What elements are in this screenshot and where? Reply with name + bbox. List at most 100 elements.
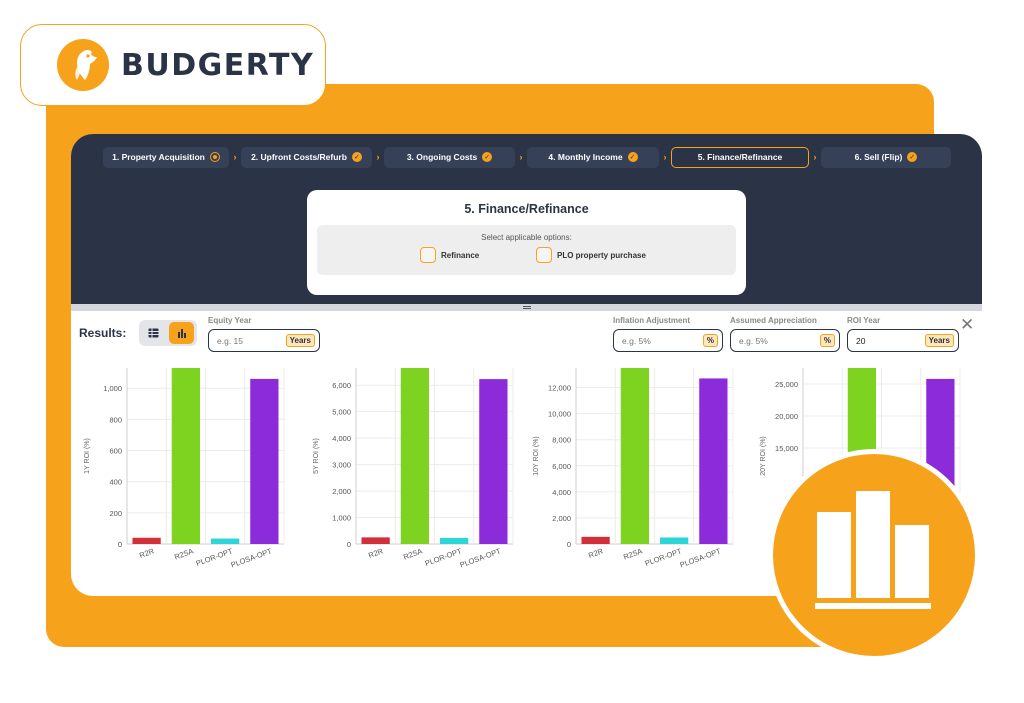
step-label: 3. Ongoing Costs <box>406 152 478 162</box>
y-tick-label: 2,000 <box>332 487 351 496</box>
chart-svg: 1Y ROI (%) 0 200 400 600 800 1,000 R2R R2SA PLOR-… <box>84 368 285 570</box>
refinance-checkbox[interactable] <box>420 247 436 263</box>
y-tick-label: 5,000 <box>332 408 351 417</box>
y-tick-label: 25,000 <box>775 380 798 389</box>
options-label: Select applicable options: <box>481 233 572 242</box>
y-tick-label: 6,000 <box>552 462 571 471</box>
wizard-header: 1. Property Acquisition › 2. Upfront Cos… <box>71 134 982 304</box>
x-tick-label: PLOSA-OPT <box>230 546 274 569</box>
inflation-input[interactable] <box>622 335 682 346</box>
x-tick-label: R2R <box>138 546 156 560</box>
check-circle-icon: ✓ <box>351 152 362 162</box>
y-tick-label: 0 <box>567 540 571 549</box>
roi-year-label: ROI Year <box>847 316 881 325</box>
step-label: 6. Sell (Flip) <box>854 152 903 162</box>
y-tick-label: 800 <box>109 415 122 424</box>
percent-suffix: % <box>702 334 718 347</box>
y-axis-label: 20Y ROI (%) <box>760 436 767 476</box>
equity-year-field: Equity Year Years <box>208 316 320 352</box>
y-tick-label: 0 <box>118 540 122 549</box>
inflation-label: Inflation Adjustment <box>613 316 691 325</box>
inflation-box: % <box>613 329 723 352</box>
chart-10y-roi: 10Y ROI (%) 0 2,000 4,000 6,000 8,000 10,000 12… <box>528 364 738 578</box>
roi-year-input[interactable] <box>856 335 916 346</box>
bar-plosa-opt <box>250 378 279 544</box>
equity-year-box: Years <box>208 329 320 352</box>
chart-view-button[interactable] <box>169 322 194 344</box>
bar-chart-icon <box>177 329 186 338</box>
table-view-button[interactable] <box>141 322 166 344</box>
y-tick-label: 0 <box>347 540 351 549</box>
y-axis-label: 1Y ROI (%) <box>84 438 91 474</box>
y-tick-label: 12,000 <box>548 384 571 393</box>
option-refinance[interactable]: Refinance <box>420 247 479 263</box>
drag-handle-icon <box>522 306 531 309</box>
x-tick-label: R2R <box>587 546 605 560</box>
chevron-right-icon: › <box>813 152 817 162</box>
equity-year-input[interactable] <box>217 335 277 346</box>
bar-r2sa <box>400 368 430 544</box>
chart-1y-roi: 1Y ROI (%) 0 200 400 600 800 1,000 R2R R2SA PLOR-… <box>79 364 289 578</box>
x-tick-label: R2SA <box>622 546 643 561</box>
view-toggle <box>139 320 197 346</box>
bar-chart-badge <box>768 449 980 661</box>
x-tick-label: PLOR-OPT <box>424 546 463 568</box>
results-label: Results: <box>79 326 127 340</box>
bar-r2sa <box>620 368 650 544</box>
bar-r2r <box>581 536 610 544</box>
panel-resize-handle[interactable] <box>71 304 982 311</box>
chevron-right-icon: › <box>233 152 237 162</box>
x-tick-label: R2SA <box>402 546 423 561</box>
x-tick-label: R2SA <box>173 546 194 561</box>
step-ongoing-costs[interactable]: 3. Ongoing Costs ✓ <box>384 146 515 168</box>
equity-year-label: Equity Year <box>208 316 252 325</box>
y-tick-label: 1,000 <box>103 384 122 393</box>
y-tick-label: 20,000 <box>775 412 798 421</box>
bar-r2sa <box>171 368 201 544</box>
finance-title: 5. Finance/Refinance <box>464 202 589 216</box>
bar-plosa-opt <box>699 378 728 544</box>
chart-svg: 5Y ROI (%) 0 1,000 2,000 3,000 4,000 5,000 6,00… <box>313 368 514 570</box>
y-tick-label: 2,000 <box>552 514 571 523</box>
step-sell-flip[interactable]: 6. Sell (Flip) ✓ <box>821 146 951 168</box>
bar-r2r <box>132 537 161 544</box>
y-tick-label: 15,000 <box>775 444 798 453</box>
brand-name: BUDGERTY <box>121 47 315 83</box>
y-tick-label: 600 <box>109 447 122 456</box>
percent-suffix: % <box>819 334 835 347</box>
bird-logo-icon <box>57 39 109 91</box>
step-upfront-costs[interactable]: 2. Upfront Costs/Refurb ✓ <box>241 146 372 168</box>
appreciation-label: Assumed Appreciation <box>730 316 817 325</box>
roi-year-box: Years <box>847 329 959 352</box>
table-icon <box>148 328 159 338</box>
finance-card: 5. Finance/Refinance Select applicable o… <box>307 190 746 295</box>
close-icon[interactable]: ✕ <box>960 315 975 334</box>
chart-5y-roi: 5Y ROI (%) 0 1,000 2,000 3,000 4,000 5,000 6,00… <box>308 364 518 578</box>
bar-plosa-opt <box>479 379 508 544</box>
plo-purchase-checkbox[interactable] <box>536 247 552 263</box>
bar-r2r <box>361 537 390 544</box>
chart-svg: 10Y ROI (%) 0 2,000 4,000 6,000 8,000 10,000 12… <box>533 368 734 570</box>
years-suffix: Years <box>924 334 954 347</box>
step-label: 2. Upfront Costs/Refurb <box>251 152 347 162</box>
radio-icon <box>209 152 220 162</box>
y-axis-label: 5Y ROI (%) <box>313 438 320 474</box>
y-tick-label: 3,000 <box>332 461 351 470</box>
step-property-acquisition[interactable]: 1. Property Acquisition <box>103 146 229 168</box>
options-box: Select applicable options: Refinance PLO… <box>317 225 736 275</box>
appreciation-input[interactable] <box>739 335 799 346</box>
y-tick-label: 10,000 <box>548 410 571 419</box>
brand-logo-card: BUDGERTY <box>20 24 326 106</box>
option-plo-purchase[interactable]: PLO property purchase <box>536 247 646 263</box>
step-label: 4. Monthly Income <box>548 152 623 162</box>
step-label: 5. Finance/Refinance <box>697 152 783 162</box>
step-monthly-income[interactable]: 4. Monthly Income ✓ <box>527 146 659 168</box>
chevron-right-icon: › <box>376 152 380 162</box>
chevron-right-icon: › <box>519 152 523 162</box>
check-circle-icon: ✓ <box>482 152 493 162</box>
step-finance-refinance[interactable]: 5. Finance/Refinance <box>671 146 809 168</box>
x-tick-label: PLOSA-OPT <box>459 546 503 569</box>
y-tick-label: 6,000 <box>332 381 351 390</box>
option-label: PLO property purchase <box>557 250 646 260</box>
x-tick-label: PLOR-OPT <box>195 546 234 568</box>
